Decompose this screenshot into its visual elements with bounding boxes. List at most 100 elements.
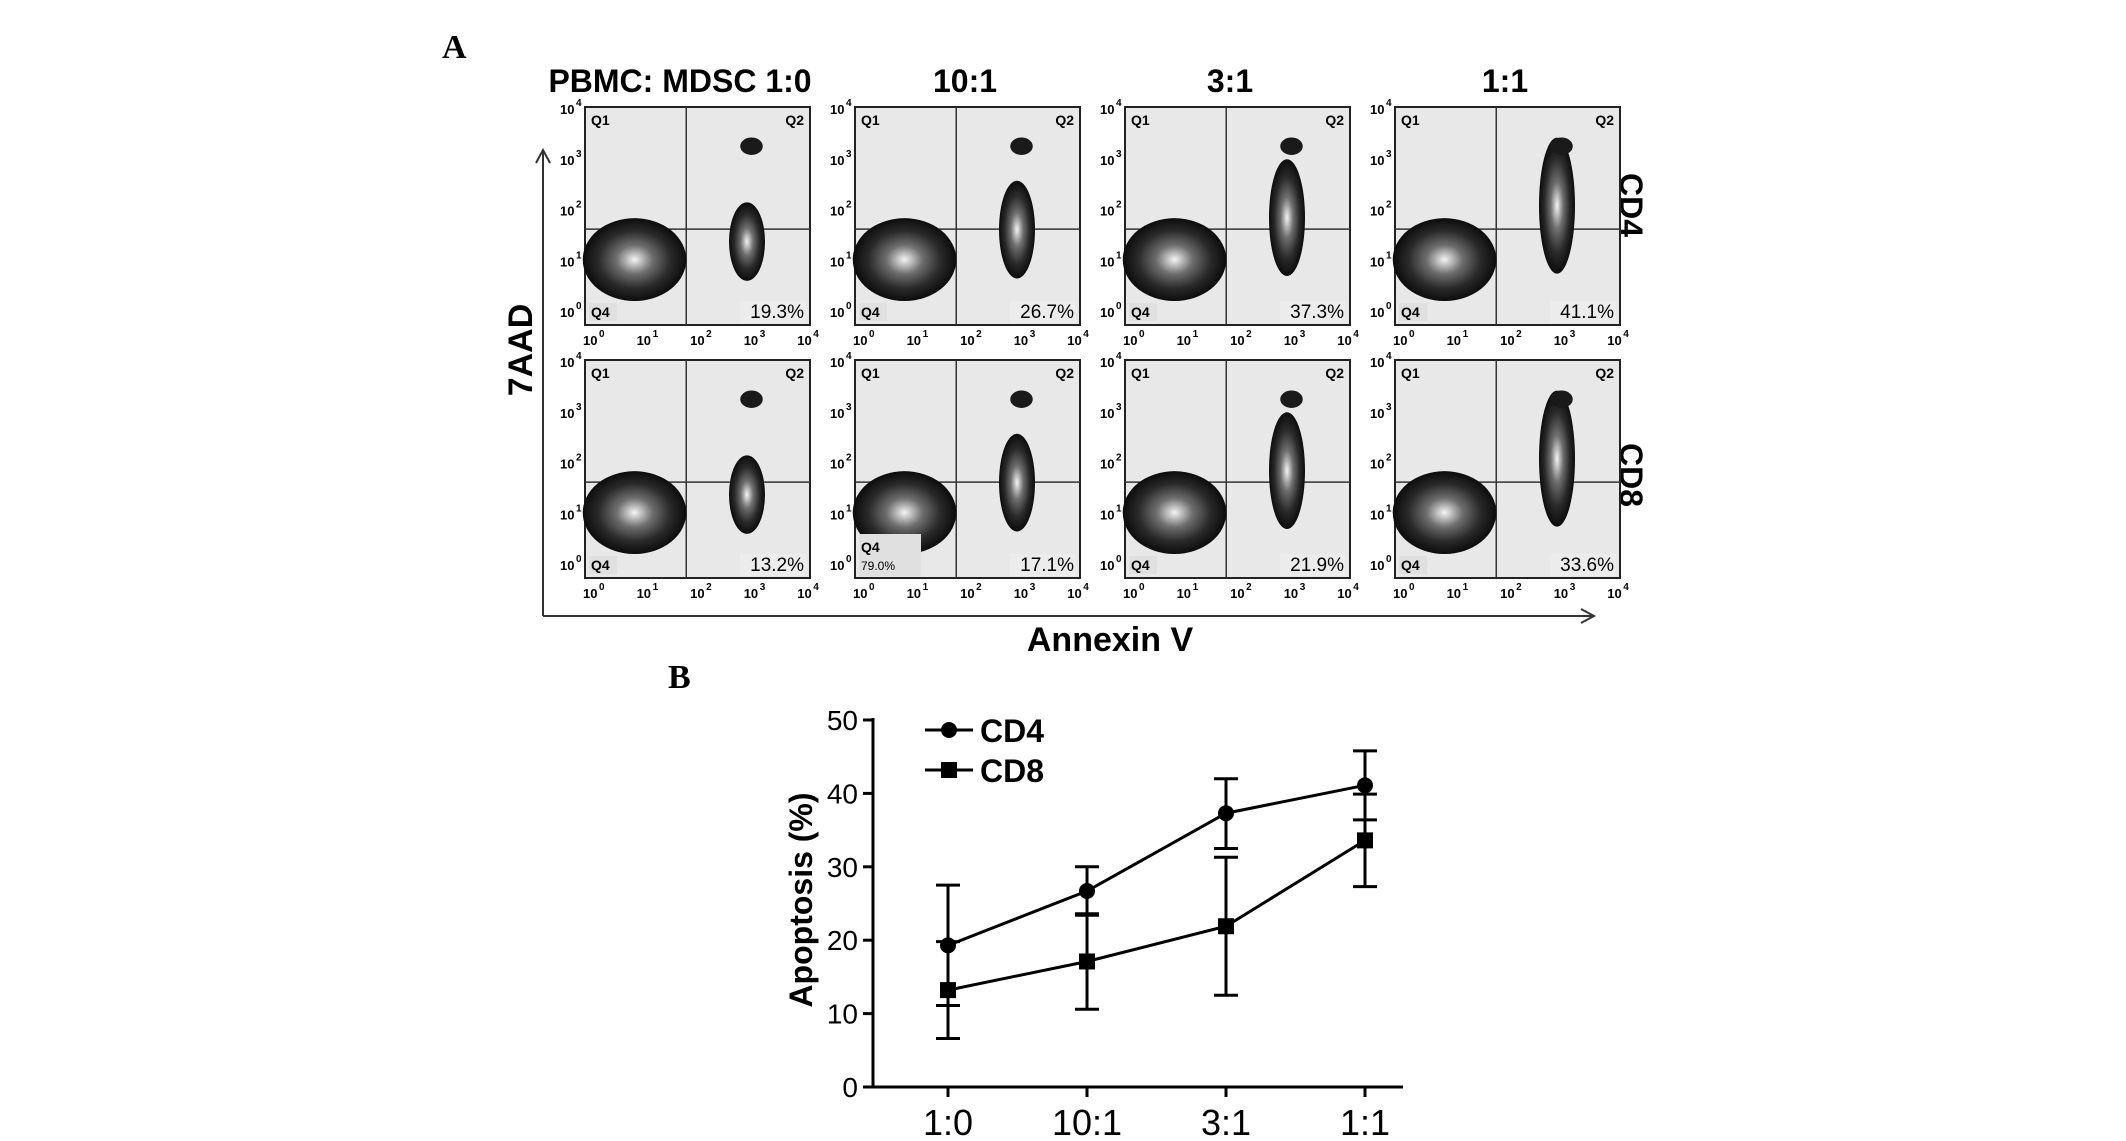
x-tick-base: 10 (744, 333, 758, 348)
y-tick-exponent: 2 (1116, 453, 1122, 464)
y-tick-base: 10 (830, 355, 844, 370)
y-tick-base: 10 (560, 355, 574, 370)
y-tick-exponent: 4 (846, 351, 852, 362)
x-tick-exponent: 1 (923, 329, 929, 340)
b-y-tick-label: 40 (827, 778, 858, 809)
apoptosis-percent-label: 17.1% (1020, 555, 1074, 576)
x-tick-exponent: 0 (869, 329, 875, 340)
x-tick-base: 10 (907, 333, 921, 348)
x-tick-exponent: 0 (1139, 329, 1145, 340)
a-x-axis-label: Annexin V (1027, 621, 1194, 659)
x-tick-base: 10 (1337, 586, 1351, 601)
x-tick-base: 10 (1554, 586, 1568, 601)
quadrant-label-q4: Q4 (861, 304, 880, 320)
quadrant-label-q1: Q1 (591, 365, 610, 381)
x-tick-base: 10 (1393, 586, 1407, 601)
x-tick-base: 10 (1177, 586, 1191, 601)
y-tick-exponent: 4 (1116, 351, 1122, 362)
series-cd4: CD4 (925, 713, 1377, 1008)
x-tick-base: 10 (797, 586, 811, 601)
x-tick-exponent: 2 (1516, 582, 1522, 593)
y-tick-exponent: 1 (1116, 250, 1122, 261)
x-tick-base: 10 (1337, 333, 1351, 348)
quadrant-label-q2: Q2 (1595, 112, 1614, 128)
y-tick-base: 10 (830, 102, 844, 117)
x-tick-exponent: 1 (653, 329, 659, 340)
y-tick-exponent: 4 (1116, 98, 1122, 109)
density-late-population (1280, 390, 1303, 408)
y-tick-base: 10 (560, 507, 574, 522)
q4-label-background (1399, 303, 1427, 321)
legend-marker-circle (941, 722, 957, 738)
density-apoptotic-population (729, 202, 765, 281)
x-tick-base: 10 (583, 333, 597, 348)
y-tick-exponent: 3 (576, 149, 582, 160)
panel-a-letter: A (442, 29, 467, 66)
q4-label-background (1399, 556, 1427, 574)
density-main-population (1122, 471, 1227, 555)
b-x-tick-label: 3:1 (1201, 1102, 1251, 1141)
y-tick-base: 10 (560, 457, 574, 472)
y-tick-base: 10 (1370, 406, 1384, 421)
y-tick-exponent: 0 (1386, 554, 1392, 565)
y-tick-exponent: 2 (1116, 200, 1122, 211)
apoptosis-percent-label: 13.2% (750, 555, 804, 576)
x-tick-base: 10 (1014, 586, 1028, 601)
x-tick-base: 10 (1067, 333, 1081, 348)
y-tick-base: 10 (1370, 204, 1384, 219)
y-tick-exponent: 1 (846, 503, 852, 514)
q2-percent-background (1010, 301, 1076, 323)
density-late-population (1010, 390, 1033, 408)
apoptosis-percent-label: 33.6% (1560, 555, 1614, 576)
y-tick-base: 10 (1370, 153, 1384, 168)
quadrant-label-q2: Q2 (1325, 112, 1344, 128)
panel-b-letter: B (668, 659, 691, 696)
y-tick-base: 10 (1100, 102, 1114, 117)
x-tick-base: 10 (853, 586, 867, 601)
data-point-cd8 (1357, 832, 1373, 849)
y-tick-exponent: 4 (1386, 351, 1392, 362)
apoptosis-percent-label: 26.7% (1020, 302, 1074, 323)
b-y-tick-label: 10 (827, 999, 858, 1030)
q2-percent-background (1280, 301, 1346, 323)
x-tick-base: 10 (690, 333, 704, 348)
y-tick-exponent: 4 (576, 98, 582, 109)
y-tick-base: 10 (830, 204, 844, 219)
x-tick-base: 10 (1123, 333, 1137, 348)
y-tick-exponent: 1 (576, 250, 582, 261)
x-tick-exponent: 3 (1570, 329, 1576, 340)
y-tick-base: 10 (830, 507, 844, 522)
y-tick-exponent: 0 (576, 301, 582, 312)
density-apoptotic-population (1539, 390, 1575, 527)
density-late-population (1550, 137, 1573, 155)
y-tick-exponent: 2 (576, 200, 582, 211)
x-tick-exponent: 0 (599, 582, 605, 593)
density-apoptotic-population (1269, 159, 1305, 277)
plot-frame (584, 106, 811, 326)
y-tick-base: 10 (1100, 153, 1114, 168)
a-y-axis-arrow (535, 147, 551, 164)
quadrant-label-q2: Q2 (1055, 112, 1074, 128)
x-tick-exponent: 3 (1300, 582, 1306, 593)
x-tick-exponent: 4 (1623, 582, 1629, 593)
y-tick-exponent: 3 (846, 402, 852, 413)
y-tick-base: 10 (1370, 558, 1384, 573)
x-tick-exponent: 4 (1083, 329, 1089, 340)
x-tick-exponent: 1 (923, 582, 929, 593)
y-tick-base: 10 (1100, 254, 1114, 269)
apoptosis-percent-label: 21.9% (1290, 555, 1344, 576)
series-line-cd8 (947, 839, 1366, 992)
x-tick-base: 10 (1284, 586, 1298, 601)
density-main-population (852, 218, 957, 302)
apoptosis-percent-label: 37.3% (1290, 302, 1344, 323)
x-tick-exponent: 4 (1623, 329, 1629, 340)
y-tick-base: 10 (1370, 254, 1384, 269)
y-tick-exponent: 3 (846, 149, 852, 160)
quadrant-label-q1: Q1 (1401, 365, 1420, 381)
